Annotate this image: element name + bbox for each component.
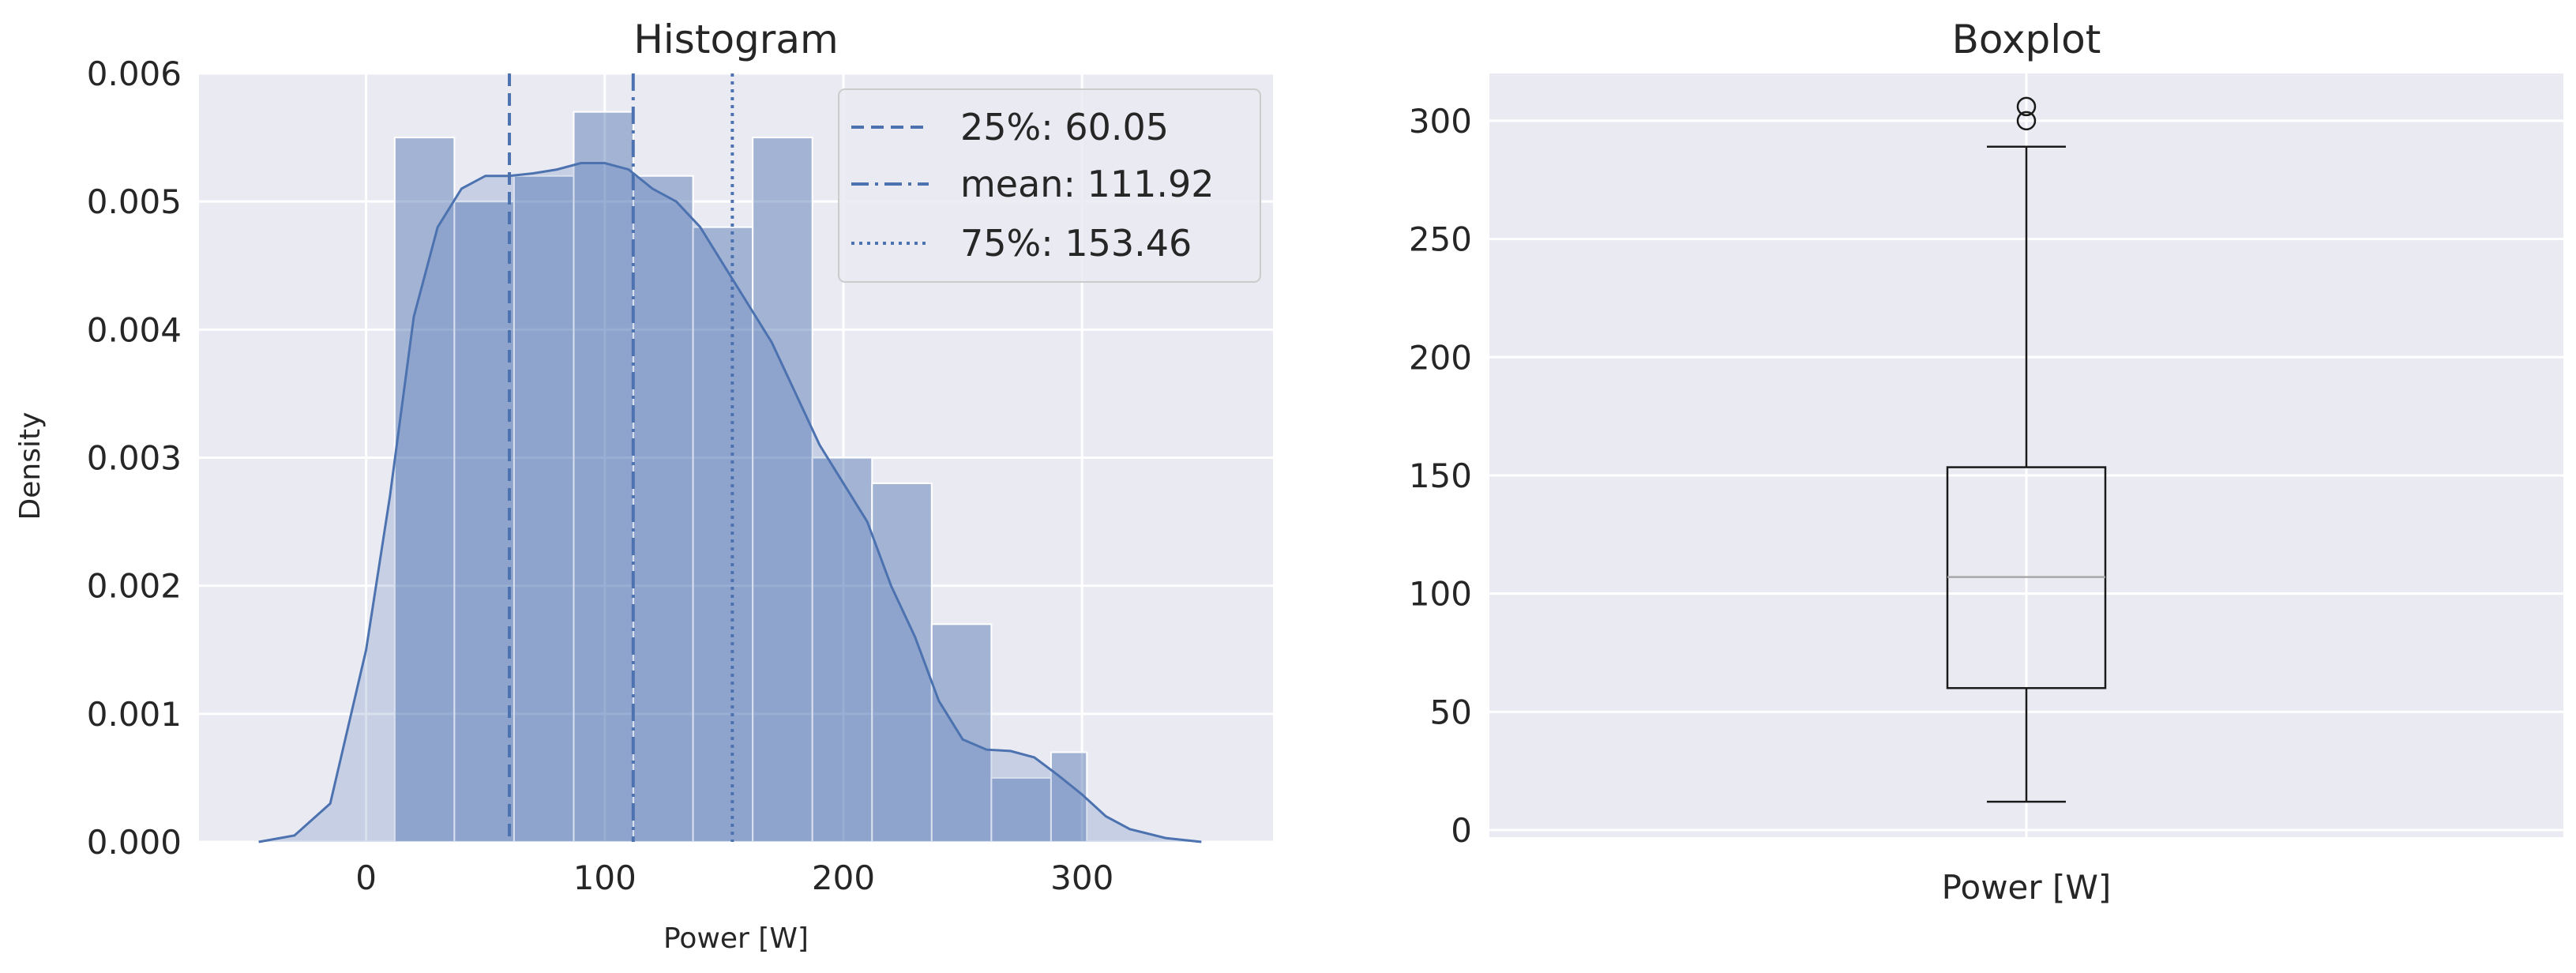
- legend-label-25: 25%: 60.05: [960, 106, 1169, 148]
- histogram-y-label: Density: [14, 412, 47, 520]
- boxplot-title: Boxplot: [1952, 17, 2101, 62]
- histogram-y-ticks: 0.000 0.001 0.002 0.003 0.004 0.005 0.006: [87, 54, 182, 862]
- legend-label-mean: mean: 111.92: [960, 163, 1215, 205]
- boxplot-y-tick-label: 50: [1430, 693, 1472, 731]
- kde-fill: [258, 163, 1202, 842]
- histogram-y-tick-label: 0.005: [87, 182, 182, 221]
- legend-label-75: 75%: 153.46: [960, 222, 1192, 265]
- histogram-y-tick-label: 0.006: [87, 54, 182, 93]
- legend: 25%: 60.05 mean: 111.92 75%: 153.46: [838, 88, 1261, 283]
- boxplot-y-tick-label: 100: [1409, 575, 1472, 614]
- boxplot-category-label: Power [W]: [1942, 868, 2112, 907]
- histogram-bar: [930, 623, 993, 843]
- boxplot-y-tick-label: 200: [1409, 338, 1472, 377]
- histogram-bar: [1050, 751, 1088, 843]
- boxplot-y-tick-label: 300: [1409, 102, 1472, 141]
- outlier-point: [2016, 96, 2037, 117]
- boxplot-y-tick-label: 0: [1451, 811, 1472, 850]
- quantile-lines: [508, 73, 734, 842]
- histogram-bars: [393, 111, 1088, 843]
- histogram-bar: [692, 226, 754, 843]
- histogram-y-tick-label: 0.004: [87, 310, 182, 349]
- histogram-bar: [871, 482, 933, 843]
- histogram-title: Histogram: [633, 17, 838, 62]
- histogram-bar: [811, 456, 873, 843]
- histogram-y-tick-label: 0.000: [87, 823, 182, 862]
- boxplot-panel: 0 50 100 150 200 250 300 Boxplot Power [W]: [1409, 17, 2563, 907]
- boxplot-y-tick-label: 150: [1409, 456, 1472, 495]
- legend-box: [838, 88, 1261, 283]
- histogram-bar: [752, 137, 813, 843]
- histogram-x-tick-label: 100: [573, 858, 636, 897]
- boxplot-y-ticks: 0 50 100 150 200 250 300: [1409, 102, 1472, 850]
- histogram-x-label: Power [W]: [663, 922, 809, 955]
- histogram-y-tick-label: 0.001: [87, 695, 182, 734]
- outlier-point: [2016, 111, 2037, 131]
- histogram-panel: 0.000 0.001 0.002 0.003 0.004 0.005 0.006 0 100…: [14, 17, 1273, 955]
- histogram-x-tick-label: 300: [1050, 858, 1113, 897]
- histogram-y-tick-label: 0.002: [87, 567, 182, 606]
- histogram-x-ticks: 0 100 200 300: [355, 858, 1113, 897]
- boxplot-body: [1946, 96, 2107, 803]
- boxplot-y-tick-label: 250: [1409, 220, 1472, 259]
- kde-line: [258, 162, 1202, 843]
- histogram-x-tick-label: 0: [355, 858, 377, 897]
- histogram-bar: [513, 175, 575, 843]
- histogram-y-tick-label: 0.003: [87, 439, 182, 478]
- histogram-x-tick-label: 200: [812, 858, 875, 897]
- histogram-bar: [990, 776, 1052, 843]
